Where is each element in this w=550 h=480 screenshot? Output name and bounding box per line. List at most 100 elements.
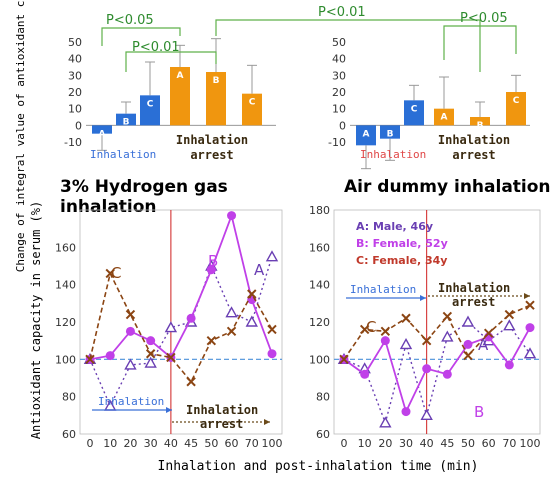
bar [434, 108, 454, 126]
series-direct-label: B [208, 252, 218, 270]
point-c [525, 300, 535, 310]
bar-y-tick: 50 [332, 36, 346, 49]
bar-category-label: A [99, 129, 106, 139]
point-c [442, 311, 453, 322]
sig-bracket-hydrogen-b [125, 51, 217, 72]
point-c [483, 328, 494, 338]
air-bar-chart: -10 0 10 20 30 40 50 A B C A B C Inhalation Inhalation… [328, 36, 530, 170]
line-x-tick: 30 [144, 437, 158, 450]
line-x-tick: 100 [520, 437, 541, 450]
series-line-c [89, 271, 273, 384]
sig-label: P<0.01 [132, 40, 180, 55]
bar-y-tick: 20 [332, 86, 346, 99]
arrest-label-line2: arrest [452, 148, 495, 162]
x-axis-label: Inhalation and post-inhalation time (min… [158, 459, 479, 474]
bar-category-label: A [441, 113, 448, 123]
air-title: Air dummy inhalation [344, 177, 550, 197]
point-a [523, 347, 537, 359]
point-c [145, 349, 156, 359]
point-c [463, 350, 473, 361]
series-line-b [89, 212, 273, 361]
bar [356, 125, 376, 146]
point-c [421, 335, 432, 346]
line-y-tick: 180 [309, 204, 330, 217]
point-a [379, 416, 392, 428]
point-b [186, 313, 196, 323]
sig-bracket-cross-b [215, 19, 481, 72]
bar-category-label: A [177, 71, 184, 81]
point-b [125, 326, 135, 336]
line-x-tick: 60 [482, 437, 496, 450]
bar [116, 113, 136, 126]
line-y-tick: 160 [55, 241, 76, 254]
legend-entry: A: Male, 46y [356, 220, 433, 233]
series-direct-label: C [366, 318, 376, 336]
bar-category-label: B [477, 121, 484, 131]
line-x-tick: 0 [87, 437, 94, 450]
point-a [399, 337, 413, 350]
hydrogen-title-line1: 3% Hydrogen gas [60, 177, 228, 197]
line-x-tick: 45 [184, 437, 198, 450]
line-y-tick: 80 [316, 391, 330, 404]
significance-brackets: P<0.05 P<0.01 P<0.01 P<0.05 [101, 5, 517, 72]
line-x-tick: 50 [204, 437, 218, 450]
line-x-tick: 60 [225, 437, 239, 450]
line-x-tick: 20 [123, 437, 137, 450]
bar-y-tick: 30 [332, 69, 346, 82]
bar-y-tick: 30 [68, 69, 82, 82]
bar [242, 93, 262, 126]
air-line-chart: 60 80 100 120 140 160 180 0 10 20 30 40 45 50 60 70 100 C… [309, 204, 541, 450]
arrest-label-line1: Inhalation [438, 281, 510, 295]
series-line-c [343, 304, 531, 360]
point-b [525, 323, 535, 333]
arrest-label-line2: arrest [452, 295, 495, 309]
inhalation-label: Inhalation [360, 148, 426, 161]
sig-label: P<0.05 [106, 13, 154, 28]
arrest-label-line2: arrest [190, 148, 233, 162]
arrest-label-line1: Inhalation [176, 133, 248, 147]
point-c [401, 313, 411, 323]
arrest-arrowhead [264, 419, 270, 425]
line-x-tick: 30 [399, 437, 413, 450]
line-y-tick: 100 [55, 353, 76, 366]
hydrogen-title-line2: inhalation [60, 197, 157, 217]
point-c [105, 268, 115, 279]
point-c [339, 354, 349, 365]
point-c [186, 377, 196, 387]
bar [470, 117, 490, 126]
bar-y-axis-label: Change of integral value of antioxidant … [14, 0, 27, 272]
bar-y-tick: 50 [68, 36, 82, 49]
bar-y-tick: 40 [332, 53, 346, 66]
inhalation-label: Inhalation [98, 395, 164, 408]
bar-y-tick: 10 [332, 103, 346, 116]
point-c [359, 324, 370, 335]
series-line-a [343, 321, 531, 426]
bar-y-tick: 0 [75, 119, 82, 132]
point-c [206, 335, 217, 346]
point-b [422, 364, 432, 374]
series-direct-label: C [111, 264, 121, 282]
bar [140, 95, 160, 126]
bar-y-tick: 20 [68, 86, 82, 99]
sig-bracket-air [443, 25, 517, 60]
bar-category-label: C [513, 96, 520, 106]
bar [404, 100, 424, 126]
bar-y-tick: -10 [64, 136, 82, 149]
legend-entry: B: Female, 52y [356, 237, 448, 250]
point-a [124, 358, 137, 370]
point-c [85, 354, 95, 365]
line-y-tick: 80 [62, 391, 76, 404]
arrest-label-line2: arrest [200, 417, 243, 431]
bar-y-tick: 0 [339, 119, 346, 132]
inhalation-arrowhead [420, 295, 426, 301]
point-c [247, 289, 257, 299]
series-direct-label: A [254, 261, 265, 279]
line-x-tick: 70 [245, 437, 259, 450]
line-x-tick: 50 [461, 437, 475, 450]
line-y-tick: 100 [309, 353, 330, 366]
point-c [125, 309, 136, 320]
arrest-label-line1: Inhalation [186, 403, 258, 417]
series-line-a [89, 256, 273, 408]
